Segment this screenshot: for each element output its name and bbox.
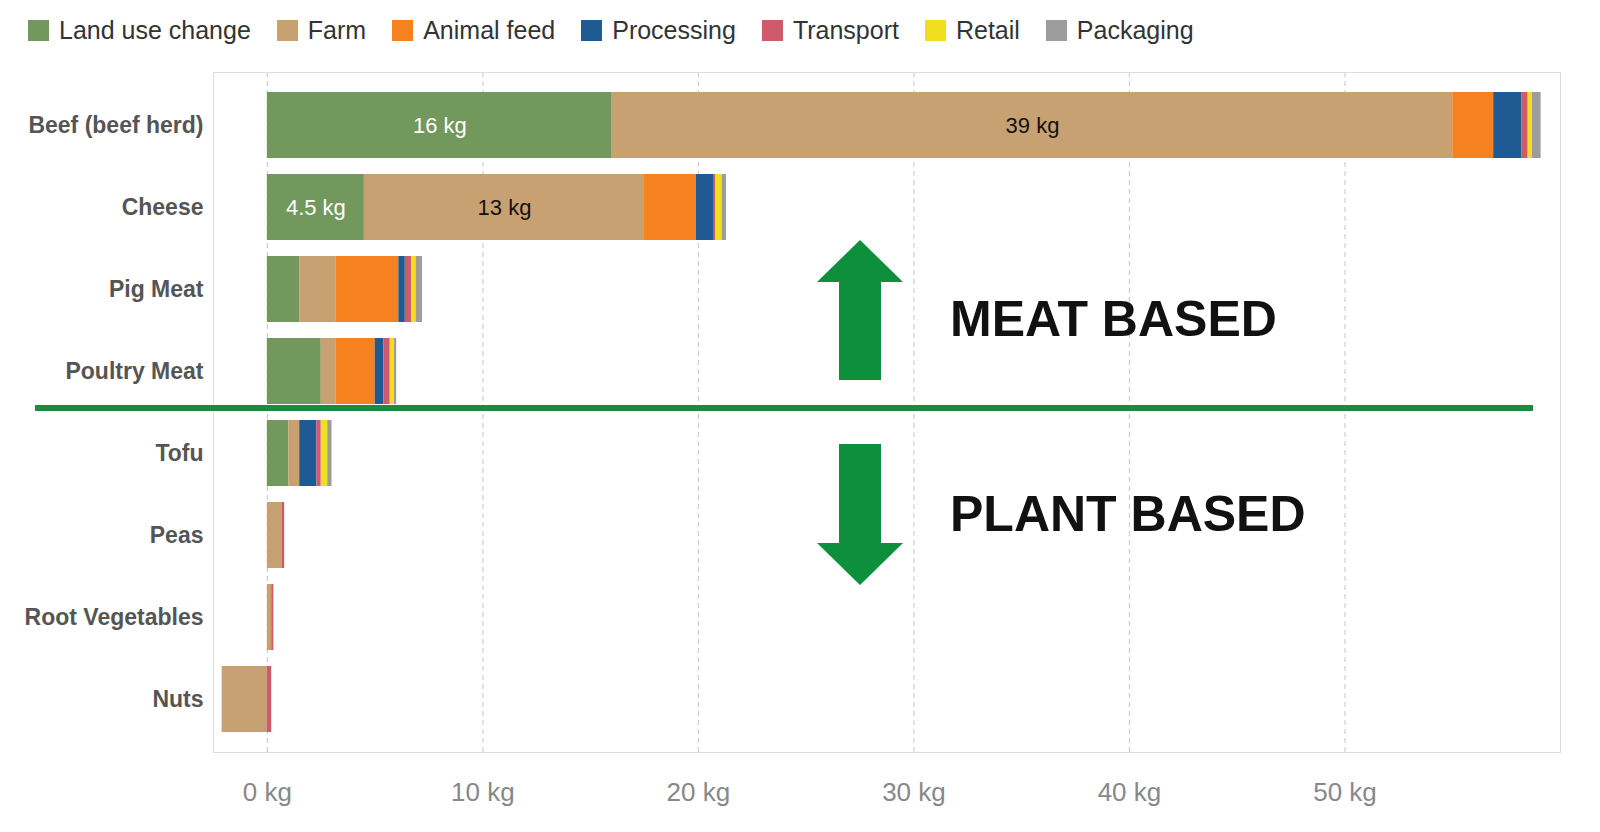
html-text:Packaging: Packaging [1076, 15, 1194, 44]
svg-text:0 kg: 0 kg [243, 777, 292, 807]
svg-text:4.5 kg: 4.5 kg [286, 195, 346, 220]
svg-text:Peas: Peas [150, 522, 204, 548]
svg-text:Root Vegetables: Root Vegetables [25, 604, 204, 630]
html-text:Animal feed: Animal feed [423, 15, 556, 44]
svg-text:Cheese: Cheese [122, 194, 204, 220]
svg-text:50 kg: 50 kg [1313, 777, 1377, 807]
svg-text:16 kg: 16 kg [413, 113, 467, 138]
html-text:Farm: Farm [307, 15, 367, 44]
svg-text:20 kg: 20 kg [667, 777, 731, 807]
html-text:MEAT BASED: MEAT BASED [950, 291, 1277, 347]
svg-text:Beef (beef herd): Beef (beef herd) [28, 112, 203, 138]
html-text:Processing: Processing [612, 15, 736, 44]
svg-text:Tofu: Tofu [155, 440, 203, 466]
svg-text:30 kg: 30 kg [882, 777, 946, 807]
svg-text:Pig Meat: Pig Meat [109, 276, 204, 302]
html-text:Retail: Retail [955, 15, 1020, 44]
html-text:Land use change: Land use change [59, 15, 251, 44]
svg-text:Poultry Meat: Poultry Meat [65, 358, 203, 384]
svg-text:13 kg: 13 kg [478, 195, 532, 220]
svg-text:39 kg: 39 kg [1006, 113, 1060, 138]
html-text:PLANT BASED: PLANT BASED [950, 486, 1306, 542]
svg-text:40 kg: 40 kg [1098, 777, 1162, 807]
svg-text:Nuts: Nuts [152, 686, 203, 712]
html-text:Transport: Transport [792, 15, 899, 44]
svg-text:10 kg: 10 kg [451, 777, 515, 807]
